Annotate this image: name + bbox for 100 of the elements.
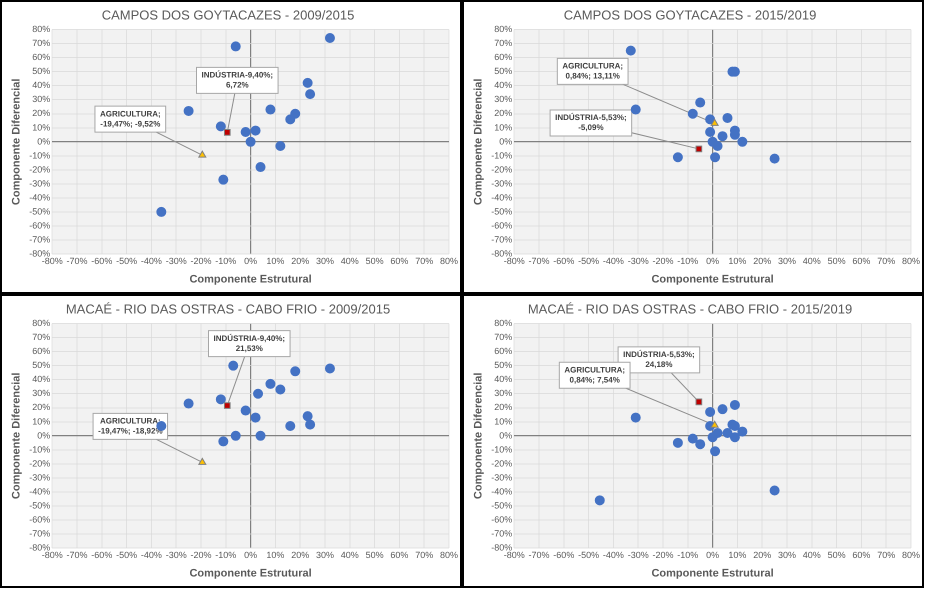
x-axis-title: Componente Estrutural	[189, 273, 312, 286]
y-tick-label: 70%	[494, 332, 512, 342]
x-tick-label: 60%	[390, 256, 408, 266]
point	[228, 360, 238, 371]
x-tick-label: -40%	[140, 550, 162, 560]
y-tick-label: -20%	[491, 458, 512, 468]
y-tick-label: -70%	[491, 234, 512, 244]
y-tick-label: -40%	[491, 486, 512, 496]
y-tick-label: -60%	[29, 220, 50, 230]
y-tick-label: -40%	[491, 192, 512, 202]
y-tick-label: 0%	[37, 430, 50, 440]
point	[705, 114, 716, 124]
point	[688, 108, 698, 119]
point	[594, 495, 605, 506]
point	[224, 129, 231, 136]
y-tick-label: 80%	[32, 318, 50, 328]
x-tick-label: 80%	[440, 256, 458, 266]
y-tick-label: 0%	[37, 136, 50, 146]
point	[184, 398, 194, 409]
y-tick-label: 40%	[32, 374, 50, 384]
annotation: AGRICULTURA; 0,84%; 7,54%	[564, 365, 626, 384]
y-tick-label: 20%	[32, 108, 50, 118]
point	[265, 104, 276, 115]
annotation: INDÚSTRIA-9,40%; 6,72%	[202, 70, 274, 90]
y-tick-label: 70%	[32, 38, 50, 48]
x-tick-label: -50%	[578, 550, 600, 560]
x-tick-label: 30%	[316, 550, 334, 560]
x-tick-label: -70%	[528, 256, 550, 266]
point	[695, 439, 706, 450]
x-tick-label: 30%	[316, 256, 334, 266]
y-tick-label: -80%	[491, 542, 512, 552]
point	[324, 363, 335, 374]
y-tick-label: -40%	[29, 192, 50, 202]
annotation: INDÚSTRIA-5,53%; 24,18%	[623, 349, 695, 370]
point	[305, 420, 316, 430]
point	[712, 141, 723, 152]
x-tick-label: 30%	[778, 550, 796, 560]
x-tick-label: 0%	[244, 550, 258, 560]
y-tick-label: 80%	[32, 24, 50, 34]
x-tick-label: -60%	[91, 550, 112, 560]
x-tick-label: 0%	[244, 256, 258, 266]
point	[218, 174, 228, 185]
point	[324, 33, 335, 44]
y-tick-label: -50%	[491, 206, 512, 216]
x-tick-label: -60%	[91, 256, 112, 266]
point	[156, 206, 166, 217]
x-tick-label: 50%	[366, 256, 384, 266]
y-tick-label: -50%	[29, 206, 50, 216]
x-tick-label: 50%	[828, 256, 846, 266]
x-tick-label: 20%	[753, 256, 772, 266]
point	[250, 412, 261, 423]
y-tick-label: -20%	[29, 458, 50, 468]
point	[730, 400, 740, 410]
y-axis-title: Componente Diferencial	[472, 78, 485, 206]
x-axis-title: Componente Estrutural	[651, 273, 774, 286]
point	[250, 126, 261, 136]
point	[722, 428, 732, 438]
y-tick-label: -50%	[491, 500, 512, 510]
x-tick-label: -60%	[553, 550, 574, 560]
x-tick-label: 0%	[706, 256, 720, 266]
x-tick-label: 10%	[266, 256, 284, 266]
y-tick-label: -20%	[491, 164, 512, 174]
point	[230, 41, 241, 52]
point	[712, 428, 723, 438]
point	[770, 486, 780, 496]
y-axis-title: Componente Diferencial	[472, 372, 485, 500]
annotation: AGRICULTURA; -19,47%; -9,52%	[100, 109, 161, 128]
x-tick-label: 10%	[266, 550, 284, 560]
x-tick-label: 0%	[706, 550, 720, 560]
point	[722, 112, 732, 123]
point	[710, 420, 719, 428]
y-tick-label: 10%	[32, 122, 50, 132]
y-tick-label: -20%	[29, 164, 50, 174]
y-tick-label: 10%	[32, 416, 50, 426]
y-tick-label: -80%	[29, 248, 50, 258]
x-tick-label: 70%	[877, 256, 896, 266]
x-tick-label: 70%	[415, 256, 434, 266]
y-tick-label: 0%	[499, 430, 512, 440]
x-tick-label: -40%	[602, 550, 624, 560]
x-tick-label: -20%	[190, 256, 212, 266]
x-tick-label: 80%	[440, 550, 458, 560]
y-tick-label: 20%	[32, 402, 50, 412]
y-tick-label: 50%	[32, 360, 50, 370]
point	[216, 394, 226, 404]
x-tick-label: -50%	[578, 256, 600, 266]
point	[305, 89, 316, 100]
x-tick-label: -40%	[602, 256, 624, 266]
point	[688, 434, 698, 444]
annotation: INDÚSTRIA-9,40%; 21,53%	[214, 332, 286, 353]
x-tick-label: 60%	[852, 256, 870, 266]
x-tick-label: -30%	[166, 550, 187, 560]
point	[198, 150, 206, 158]
y-tick-label: 30%	[494, 388, 512, 398]
point	[695, 98, 706, 108]
y-tick-label: 60%	[32, 52, 50, 62]
x-tick-label: -10%	[677, 550, 698, 560]
y-tick-label: -60%	[29, 514, 50, 524]
x-tick-label: 20%	[291, 550, 310, 560]
point	[737, 136, 748, 147]
x-tick-label: 70%	[877, 550, 896, 560]
